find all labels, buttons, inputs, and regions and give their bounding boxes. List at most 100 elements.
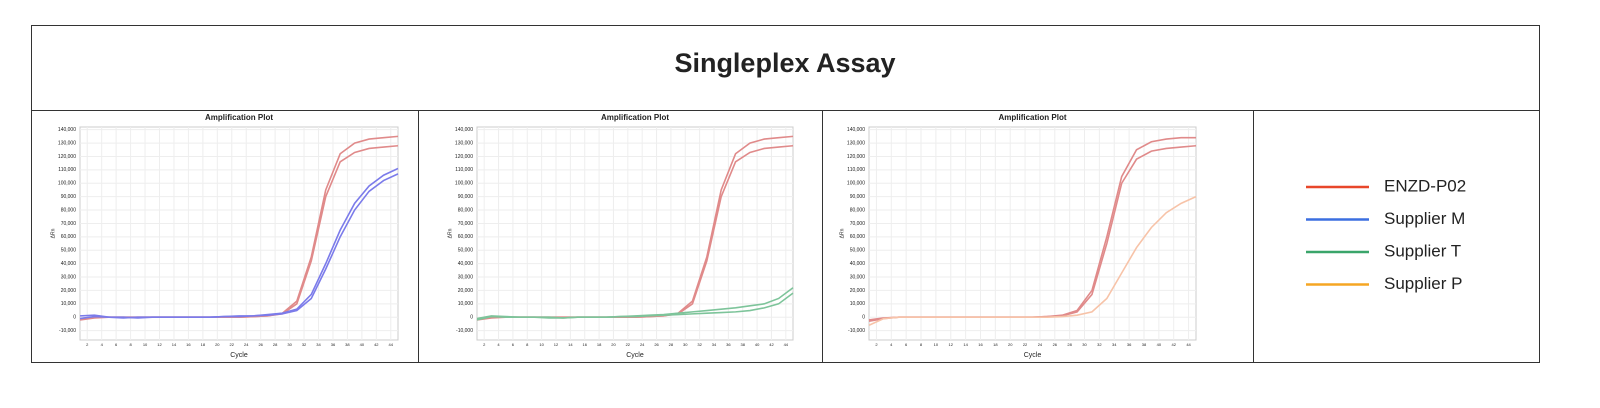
chart-title: Amplification Plot bbox=[205, 113, 273, 122]
x-tick-label: 32 bbox=[302, 342, 307, 347]
x-axis-label: Cycle bbox=[626, 352, 644, 359]
plot-area bbox=[476, 126, 794, 341]
x-tick-label: 32 bbox=[697, 342, 702, 347]
x-tick-label: 44 bbox=[784, 342, 789, 347]
x-tick-label: 40 bbox=[360, 342, 365, 347]
y-tick-label: 70,000 bbox=[850, 221, 866, 227]
y-tick-label: 140,000 bbox=[455, 127, 473, 133]
x-tick-label: 42 bbox=[769, 342, 774, 347]
y-tick-label: 70,000 bbox=[61, 221, 77, 227]
series-line bbox=[476, 292, 794, 321]
x-tick-label: 34 bbox=[316, 342, 321, 347]
x-tick-label: 30 bbox=[683, 342, 688, 347]
x-tick-label: 18 bbox=[597, 342, 602, 347]
x-tick-label: 42 bbox=[1171, 342, 1176, 347]
x-axis-label: Cycle bbox=[1024, 352, 1042, 359]
y-tick-label: 30,000 bbox=[61, 274, 77, 280]
x-tick-label: 20 bbox=[215, 342, 220, 347]
y-tick-label: 130,000 bbox=[58, 140, 76, 146]
x-tick-label: 14 bbox=[963, 342, 968, 347]
x-tick-label: 10 bbox=[143, 342, 148, 347]
y-tick-label: 20,000 bbox=[458, 288, 474, 294]
x-tick-label: 26 bbox=[1053, 342, 1058, 347]
x-tick-label: 16 bbox=[583, 342, 588, 347]
x-tick-label: 38 bbox=[741, 342, 746, 347]
x-tick-label: 32 bbox=[1097, 342, 1102, 347]
x-tick-label: 24 bbox=[640, 342, 645, 347]
x-tick-label: 30 bbox=[1082, 342, 1087, 347]
y-tick-label: 100,000 bbox=[58, 181, 76, 187]
y-tick-label: 60,000 bbox=[458, 234, 474, 240]
x-tick-label: 30 bbox=[287, 342, 292, 347]
x-tick-label: 36 bbox=[1127, 342, 1132, 347]
y-tick-label: 120,000 bbox=[455, 154, 473, 160]
x-tick-label: 28 bbox=[273, 342, 278, 347]
x-tick-label: 6 bbox=[905, 342, 908, 347]
x-tick-label: 38 bbox=[345, 342, 350, 347]
y-tick-label: 80,000 bbox=[458, 207, 474, 213]
x-tick-label: 36 bbox=[331, 342, 336, 347]
y-tick-label: 40,000 bbox=[458, 261, 474, 267]
y-tick-label: 140,000 bbox=[847, 127, 865, 133]
x-tick-label: 2 bbox=[86, 342, 89, 347]
y-tick-label: 70,000 bbox=[458, 221, 474, 227]
x-tick-label: 4 bbox=[101, 342, 104, 347]
x-tick-label: 16 bbox=[978, 342, 983, 347]
legend-label: Supplier T bbox=[1384, 241, 1461, 260]
y-tick-label: 110,000 bbox=[847, 167, 865, 173]
x-tick-label: 34 bbox=[712, 342, 717, 347]
x-tick-label: 8 bbox=[920, 342, 923, 347]
x-tick-label: 10 bbox=[539, 342, 544, 347]
x-tick-label: 8 bbox=[129, 342, 132, 347]
x-tick-label: 42 bbox=[374, 342, 379, 347]
y-tick-label: -10,000 bbox=[59, 328, 76, 334]
x-tick-label: 26 bbox=[654, 342, 659, 347]
y-tick-label: 120,000 bbox=[58, 154, 76, 160]
y-tick-label: -10,000 bbox=[848, 328, 865, 334]
series-line bbox=[868, 195, 1197, 326]
y-tick-label: 10,000 bbox=[850, 301, 866, 307]
x-tick-label: 14 bbox=[568, 342, 573, 347]
x-tick-label: 2 bbox=[483, 342, 486, 347]
x-axis-label: Cycle bbox=[230, 352, 248, 359]
y-axis-label: ΔRn bbox=[447, 228, 453, 238]
x-tick-label: 4 bbox=[497, 342, 500, 347]
x-tick-label: 34 bbox=[1112, 342, 1117, 347]
y-tick-label: 130,000 bbox=[847, 140, 865, 146]
x-tick-label: 18 bbox=[201, 342, 206, 347]
y-tick-label: 100,000 bbox=[455, 181, 473, 187]
chart-title: Amplification Plot bbox=[601, 113, 669, 122]
x-tick-label: 20 bbox=[611, 342, 616, 347]
x-tick-label: 8 bbox=[526, 342, 529, 347]
x-tick-label: 6 bbox=[512, 342, 515, 347]
x-tick-label: 16 bbox=[186, 342, 191, 347]
x-tick-label: 6 bbox=[115, 342, 118, 347]
y-axis-label: ΔRn bbox=[50, 228, 56, 238]
frame bbox=[31, 25, 1540, 363]
y-tick-label: 20,000 bbox=[61, 288, 77, 294]
x-tick-label: 22 bbox=[230, 342, 235, 347]
x-tick-label: 44 bbox=[389, 342, 394, 347]
y-axis-label: ΔRn bbox=[839, 228, 845, 238]
x-tick-label: 22 bbox=[1023, 342, 1028, 347]
y-tick-label: 40,000 bbox=[61, 261, 77, 267]
x-tick-label: 20 bbox=[1008, 342, 1013, 347]
y-tick-label: 60,000 bbox=[61, 234, 77, 240]
y-tick-label: -10,000 bbox=[456, 328, 473, 334]
x-tick-label: 4 bbox=[890, 342, 893, 347]
y-tick-label: 0 bbox=[862, 315, 865, 321]
y-tick-label: 10,000 bbox=[458, 301, 474, 307]
x-tick-label: 12 bbox=[949, 342, 954, 347]
x-tick-label: 2 bbox=[875, 342, 878, 347]
chart-title: Amplification Plot bbox=[999, 113, 1067, 122]
y-tick-label: 20,000 bbox=[850, 288, 866, 294]
y-tick-label: 90,000 bbox=[850, 194, 866, 200]
y-tick-label: 120,000 bbox=[847, 154, 865, 160]
y-tick-label: 140,000 bbox=[58, 127, 76, 133]
x-tick-label: 24 bbox=[244, 342, 249, 347]
y-tick-label: 40,000 bbox=[850, 261, 866, 267]
y-tick-label: 50,000 bbox=[850, 248, 866, 254]
x-tick-label: 12 bbox=[554, 342, 559, 347]
x-tick-label: 22 bbox=[626, 342, 631, 347]
